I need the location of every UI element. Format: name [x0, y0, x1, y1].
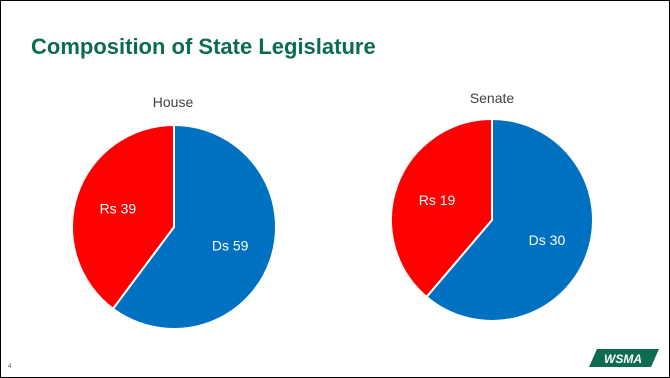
- slice-label-ds: Ds 30: [529, 232, 566, 248]
- pie-slice-rs: [71, 123, 175, 311]
- slice-label-ds: Ds 59: [212, 238, 249, 254]
- wsma-logo: WSMA: [589, 349, 659, 367]
- pie-slice-ds: [425, 117, 594, 322]
- svg-text:WSMA: WSMA: [604, 352, 642, 366]
- house-chart-title: House: [152, 94, 194, 110]
- pie-slice-rs: [390, 117, 493, 299]
- slice-label-rs: Rs 19: [419, 192, 456, 208]
- page-number: 4: [8, 364, 12, 370]
- senate-pie-chart: Ds 30 Rs 19: [390, 117, 594, 322]
- pie-slice-ds: [111, 123, 277, 330]
- slide-title: Composition of State Legislature: [31, 34, 376, 59]
- house-pie-chart: Ds 59 Rs 39: [71, 123, 277, 330]
- slice-label-rs: Rs 39: [100, 200, 137, 216]
- senate-chart-title: Senate: [469, 90, 515, 106]
